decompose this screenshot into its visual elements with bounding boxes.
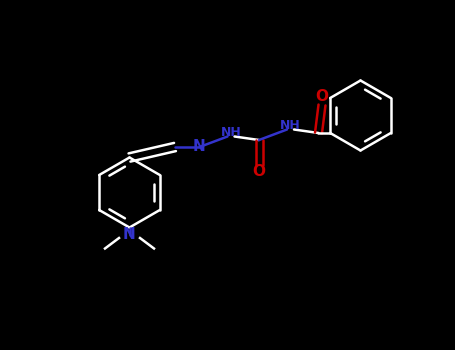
Text: NH: NH (280, 119, 301, 133)
Text: O: O (253, 164, 266, 179)
Text: N: N (123, 227, 136, 242)
Text: NH: NH (221, 126, 241, 140)
Text: O: O (315, 89, 329, 104)
Text: N: N (193, 140, 206, 154)
